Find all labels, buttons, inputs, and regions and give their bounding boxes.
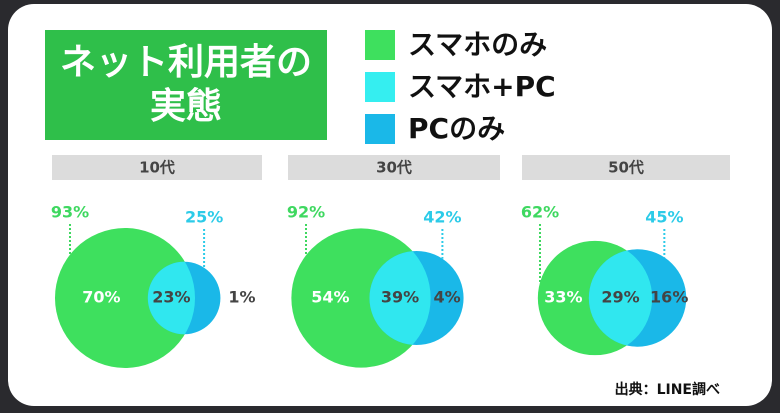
overlap <box>147 261 196 335</box>
total-label: 42% <box>423 208 461 227</box>
legend-label: スマホ+PC <box>408 70 556 103</box>
title: 実態 <box>150 86 222 127</box>
chart-header <box>52 155 262 180</box>
value-label: 70% <box>82 288 120 307</box>
source: 出典：LINE調べ <box>615 381 720 398</box>
legend-swatch <box>365 72 395 102</box>
title: ネット利用者の <box>60 42 312 83</box>
value-label: 4% <box>434 288 461 307</box>
value-label: 23% <box>152 288 190 307</box>
overlap <box>588 249 653 347</box>
chart-title: 30代 <box>376 159 412 177</box>
legend-label: PCのみ <box>408 112 505 145</box>
chart-header <box>288 155 500 180</box>
chart-title: 10代 <box>139 159 175 177</box>
circle-smartphone <box>54 227 196 369</box>
legend-swatch <box>365 114 395 144</box>
total-label: 45% <box>645 208 683 227</box>
overlap <box>369 250 431 346</box>
chart-header <box>522 155 730 180</box>
total-label: 62% <box>521 203 559 222</box>
total-label: 92% <box>287 203 325 222</box>
legend-label: スマホのみ <box>408 28 547 61</box>
legend-swatch <box>365 30 395 60</box>
value-label: 29% <box>601 288 639 307</box>
total-label: 93% <box>51 203 89 222</box>
chart-title: 50代 <box>608 159 644 177</box>
value-label: 16% <box>650 288 688 307</box>
value-label: 1% <box>228 288 255 307</box>
value-label: 54% <box>311 288 349 307</box>
total-label: 25% <box>185 208 223 227</box>
title-box <box>45 30 327 140</box>
value-label: 39% <box>381 288 419 307</box>
value-label: 33% <box>544 288 582 307</box>
